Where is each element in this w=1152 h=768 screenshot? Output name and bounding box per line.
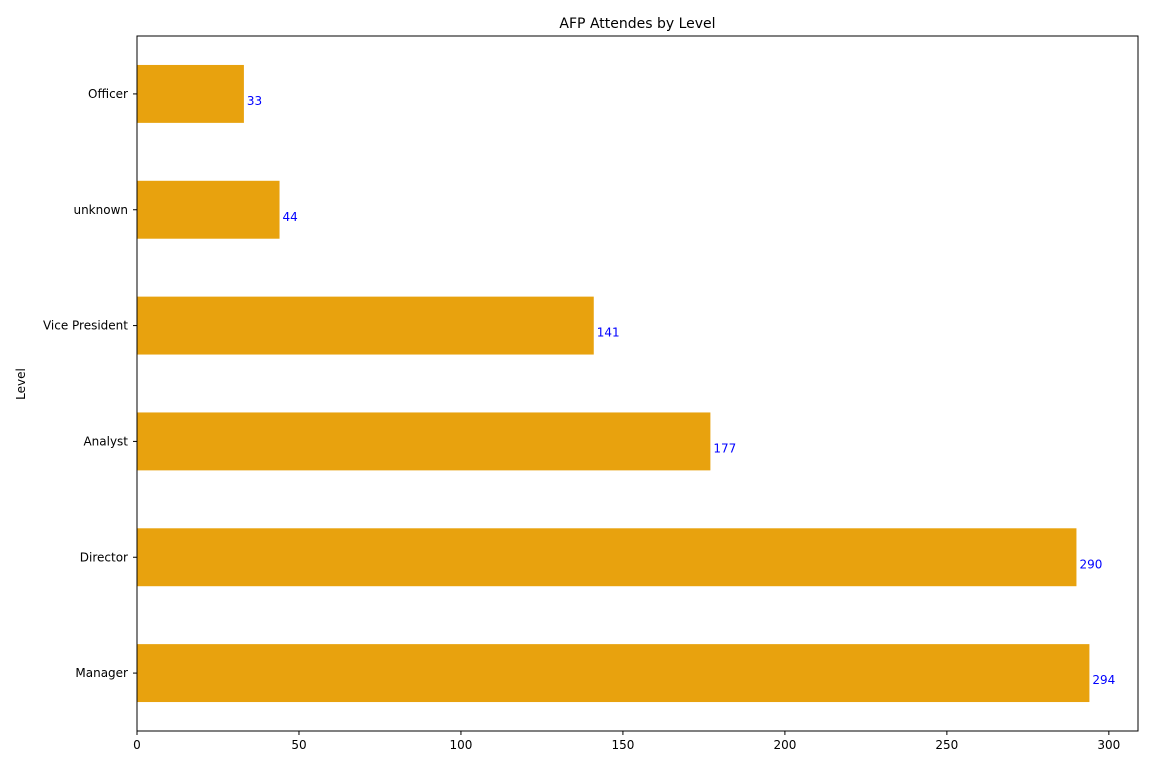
- x-tick-label-250: 250: [935, 738, 958, 752]
- y-tick-label-director: Director: [80, 550, 128, 564]
- data-labels-group: 294 290 177 141 44 33: [247, 94, 1115, 687]
- bar-analyst: [137, 412, 711, 471]
- y-axis-label: Level: [14, 368, 28, 400]
- data-label-manager: 294: [1092, 673, 1115, 687]
- data-label-unknown: 44: [283, 210, 298, 224]
- chart-title: AFP Attendes by Level: [559, 16, 715, 32]
- y-tick-label-manager: Manager: [75, 666, 128, 680]
- x-tick-label-150: 150: [611, 738, 634, 752]
- bar-unknown: [137, 180, 280, 239]
- y-tick-label-unknown: unknown: [73, 203, 128, 217]
- bar-officer: [137, 64, 244, 123]
- x-tick-label-200: 200: [773, 738, 796, 752]
- y-axis-ticks: Manager Director Analyst Vice President unkn…: [43, 87, 137, 680]
- x-tick-label-50: 50: [291, 738, 306, 752]
- x-tick-label-100: 100: [449, 738, 472, 752]
- bar-vice-president: [137, 296, 594, 355]
- data-label-director: 290: [1079, 557, 1102, 571]
- data-label-officer: 33: [247, 94, 262, 108]
- x-axis-ticks: 0 50 100 150 200 250 300: [133, 731, 1120, 752]
- y-tick-label-officer: Officer: [88, 87, 128, 101]
- y-tick-label-vice-president: Vice President: [43, 319, 128, 333]
- x-tick-label-300: 300: [1097, 738, 1120, 752]
- bar-manager: [137, 644, 1090, 703]
- plot-frame: [136, 35, 1139, 732]
- bar-director: [137, 528, 1077, 587]
- data-label-vice-president: 141: [597, 326, 620, 340]
- y-tick-label-analyst: Analyst: [83, 434, 128, 448]
- x-tick-label-0: 0: [133, 738, 141, 752]
- bars-group: [137, 64, 1090, 703]
- data-label-analyst: 177: [713, 441, 736, 455]
